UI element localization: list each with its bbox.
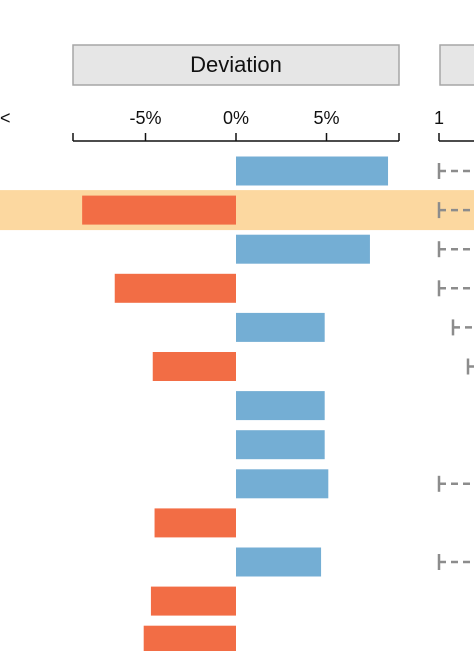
clipped-left-label: < — [0, 108, 11, 128]
panel-title: Deviation — [190, 52, 282, 77]
right-panel-tick-label: 1 — [434, 108, 444, 128]
bar-positive — [236, 312, 325, 342]
bar-positive — [236, 391, 325, 421]
x-tick-label: 0% — [223, 108, 249, 128]
x-tick-label: 5% — [313, 108, 339, 128]
bar-positive — [236, 234, 370, 264]
bar-positive — [236, 547, 322, 577]
right-panel-axis: 1 — [434, 108, 474, 142]
bar-negative — [152, 352, 236, 381]
bar-positive — [236, 156, 389, 186]
bar-negative — [114, 273, 236, 303]
bar-negative — [143, 625, 236, 651]
bar-negative — [154, 508, 236, 538]
bar-series — [82, 156, 389, 651]
x-tick-label: -5% — [129, 108, 161, 128]
x-axis: -5% 0% 5% — [72, 108, 400, 142]
right-panel-header — [439, 44, 474, 86]
panel-header-box — [72, 44, 400, 86]
bar-positive — [236, 430, 325, 460]
right-panel-whiskers — [437, 163, 474, 570]
highlighted-row-band — [0, 190, 474, 231]
bar-positive — [236, 469, 329, 499]
deviation-panel-header: Deviation — [72, 44, 400, 86]
bar-negative — [150, 586, 236, 616]
bar-negative — [82, 195, 237, 225]
right-panel-header-box — [439, 44, 474, 86]
